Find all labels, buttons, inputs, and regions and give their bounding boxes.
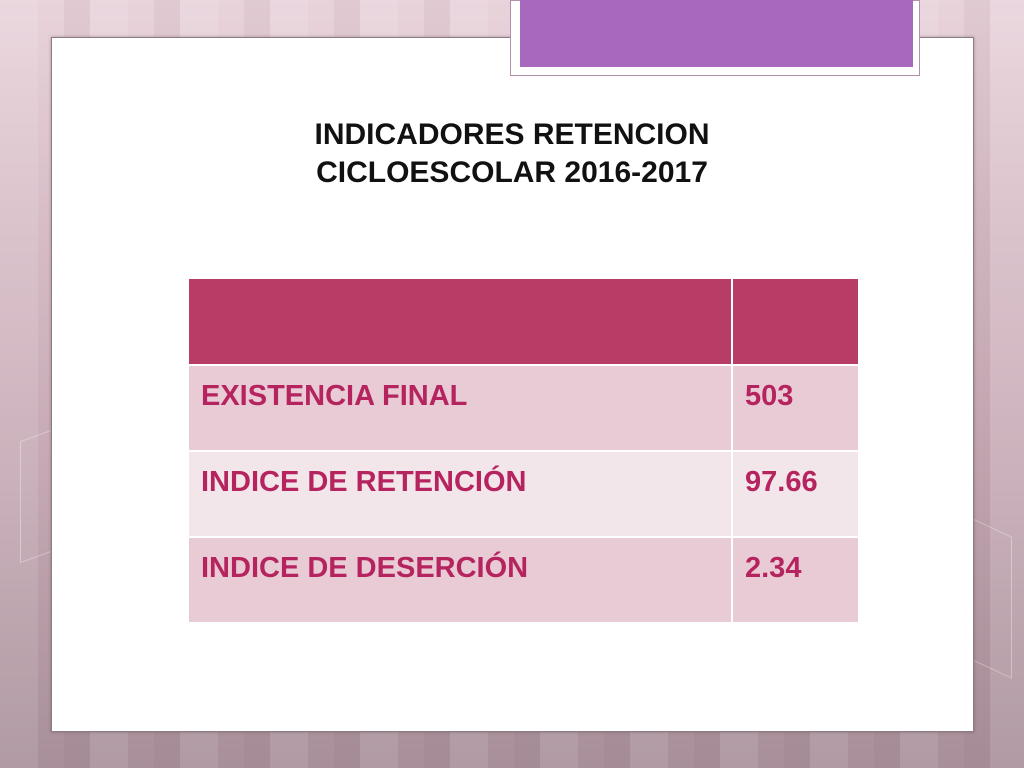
row-label-existencia-final: EXISTENCIA FINAL (189, 365, 733, 452)
header-tab (520, 0, 913, 67)
table-header-row: INSCRIPCION INICIAL 515 (189, 279, 860, 366)
row-value-existencia-final: 503 (732, 365, 860, 452)
table-row: INDICE DE DESERCIÓN 2.34 (189, 537, 860, 624)
table-row: INDICE DE RETENCIÓN 97.66 (189, 451, 860, 538)
row-label-indice-desercion: INDICE DE DESERCIÓN (189, 537, 733, 624)
table-row: EXISTENCIA FINAL 503 (189, 365, 860, 452)
table-header-label: INSCRIPCION INICIAL (189, 279, 733, 366)
row-label-indice-retencion: INDICE DE RETENCIÓN (189, 451, 733, 538)
title-line-1: INDICADORES RETENCION (314, 118, 710, 151)
title-line-2: CICLOESCOLAR 2016-2017 (316, 156, 708, 189)
row-value-indice-desercion: 2.34 (732, 537, 860, 624)
row-value-indice-retencion: 97.66 (732, 451, 860, 538)
indicators-table: INSCRIPCION INICIAL 515 EXISTENCIA FINAL… (189, 279, 860, 624)
table-header-value: 515 (732, 279, 860, 366)
slide-title: INDICADORES RETENCION CICLOESCOLAR 2016-… (200, 116, 824, 192)
